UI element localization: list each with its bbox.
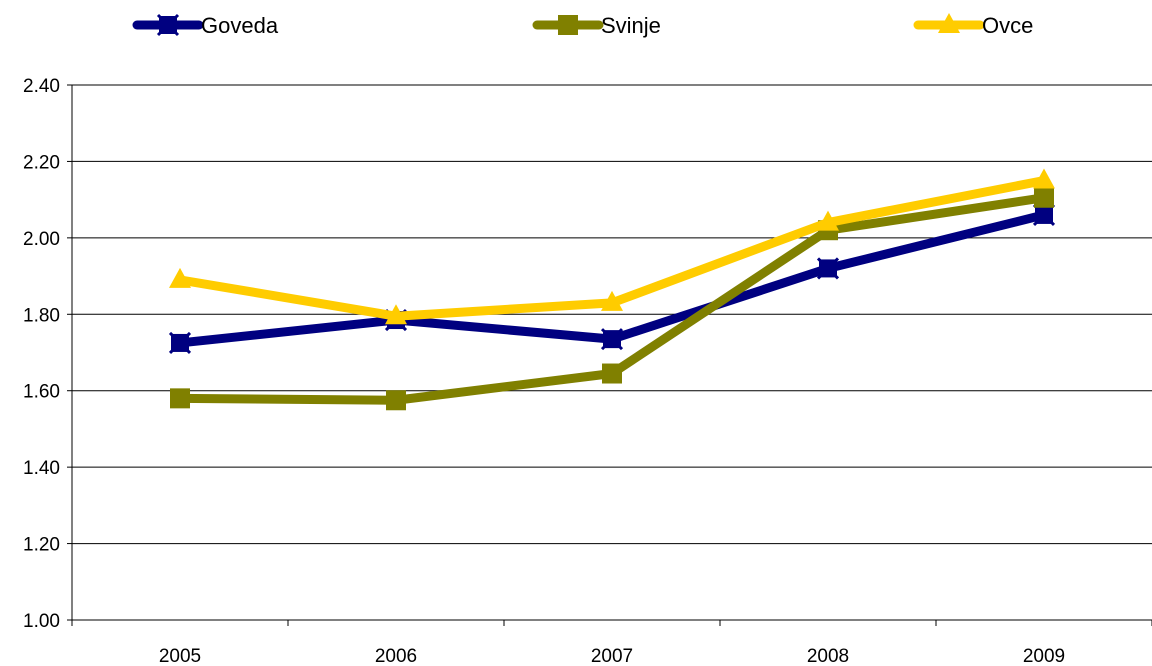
y-tick-label: 1.80 [23, 305, 60, 326]
data-point-marker [385, 304, 407, 325]
data-point-marker [602, 363, 622, 384]
data-point-marker [1034, 187, 1054, 208]
data-point-marker [817, 210, 839, 231]
series-goveda [168, 203, 1056, 355]
series-lines [168, 168, 1056, 411]
data-point-marker [168, 331, 192, 355]
data-point-marker [816, 257, 840, 280]
data-point-marker [386, 390, 406, 411]
legend-marker [156, 13, 180, 37]
axes [71, 85, 1152, 621]
legend: Goveda Svinje Ovce [132, 13, 1033, 38]
series-line [175, 210, 1049, 348]
data-point-marker [1033, 168, 1055, 189]
series-ovce [169, 168, 1055, 325]
data-point-marker [169, 267, 191, 288]
data-point-marker [170, 388, 190, 409]
y-tick-label: 1.00 [23, 611, 60, 632]
y-tick-label: 1.60 [23, 382, 60, 403]
gridlines [72, 84, 1152, 545]
data-point-marker [1032, 203, 1056, 226]
legend-label: Ovce [982, 13, 1033, 38]
y-tick-label: 2.00 [23, 229, 60, 250]
x-tick-label: 2009 [1023, 646, 1065, 666]
legend-marker [938, 13, 960, 33]
legend-marker [558, 15, 578, 35]
y-tick-label: 1.20 [23, 535, 60, 556]
data-point-marker [600, 328, 624, 351]
y-tick-label: 1.40 [23, 458, 60, 479]
data-point-marker [601, 290, 623, 311]
x-tick-label: 2005 [159, 646, 201, 666]
legend-label: Svinje [601, 13, 661, 38]
y-axis-ticks: 1.00 1.20 1.40 1.60 1.80 2.00 2.20 2.40 [23, 76, 72, 632]
x-tick-label: 2008 [807, 646, 849, 666]
y-tick-label: 2.20 [23, 152, 60, 173]
legend-item-ovce: Ovce [913, 13, 1033, 38]
x-tick-label: 2007 [591, 646, 633, 666]
legend-item-svinje: Svinje [532, 13, 661, 38]
y-tick-label: 2.40 [23, 76, 60, 97]
legend-item-goveda: Goveda [132, 13, 279, 38]
x-axis-ticks: 2005 2006 2007 2008 2009 [71, 620, 1152, 666]
x-tick-label: 2006 [375, 646, 417, 666]
legend-label: Goveda [201, 13, 279, 38]
